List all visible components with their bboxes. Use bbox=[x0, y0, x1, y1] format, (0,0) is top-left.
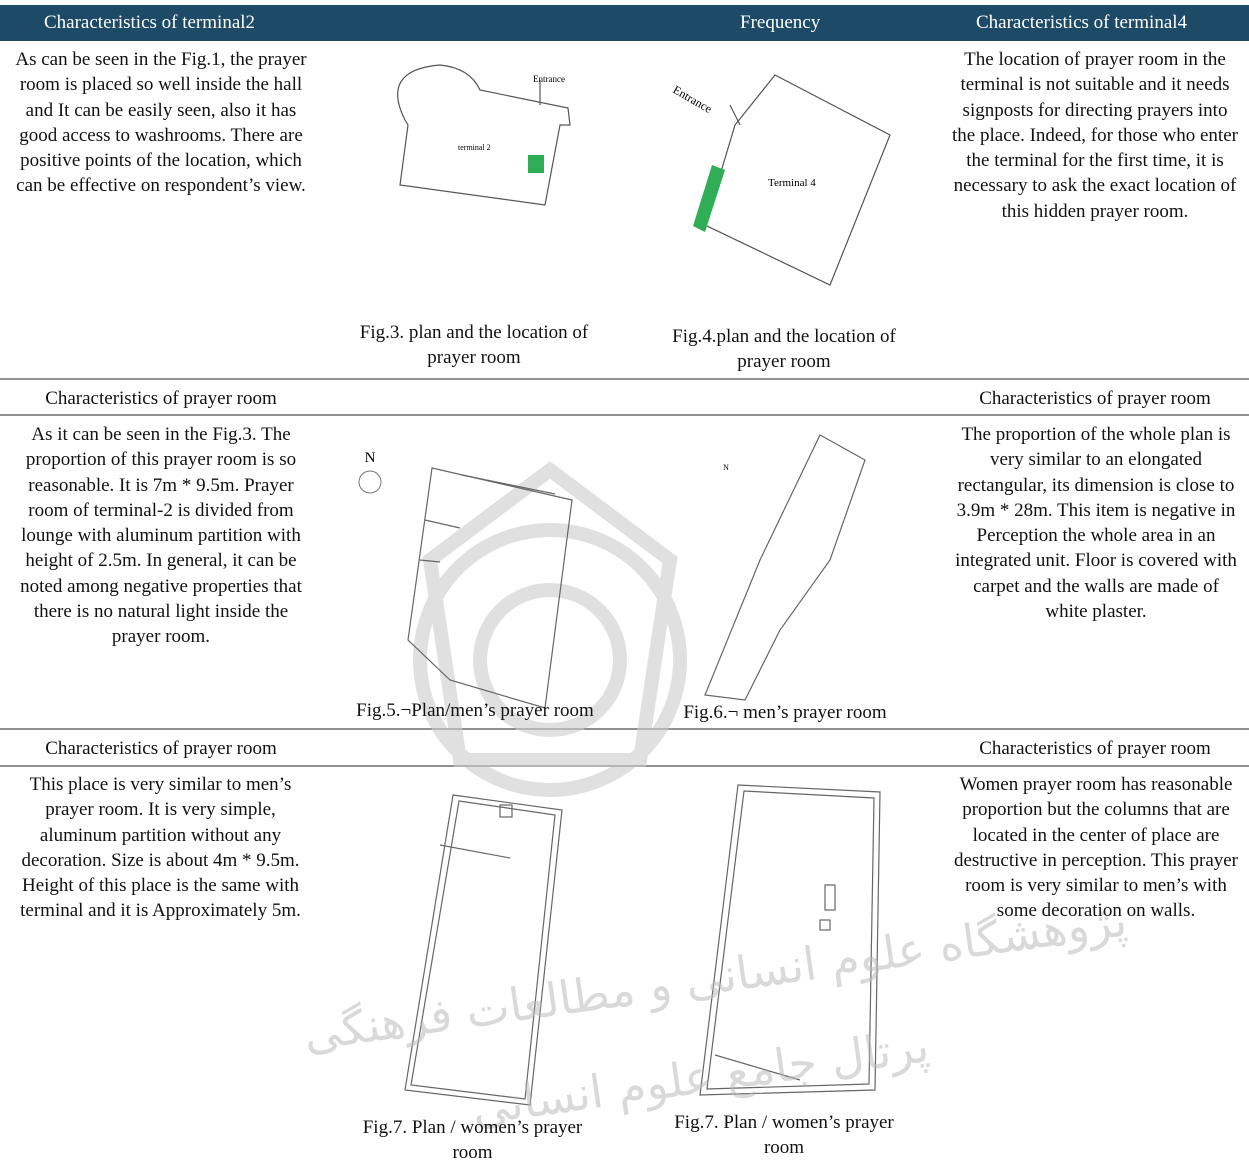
row-heading: Characteristics of prayer room bbox=[45, 388, 277, 409]
row-heading: Characteristics of prayer room bbox=[979, 738, 1211, 759]
header-cell: Frequency bbox=[740, 12, 821, 33]
header-cell: Characteristics of terminal2 bbox=[44, 12, 256, 33]
figure-caption: Fig.3. plan and the location of prayer r… bbox=[359, 322, 589, 368]
cell-text: The location of prayer room in the termi… bbox=[952, 49, 1238, 222]
cell-text: As it can be seen in the Fig.3. The prop… bbox=[20, 424, 302, 648]
figure-caption: Fig.5.¬Plan/men’s prayer room bbox=[356, 700, 594, 721]
north-label: N bbox=[365, 450, 376, 466]
compass bbox=[358, 470, 382, 494]
row-heading: Characteristics of prayer room bbox=[45, 738, 277, 759]
cell-text: The proportion of the whole plan is very… bbox=[955, 424, 1237, 623]
figure-caption: Fig.7. Plan / women’s prayer room bbox=[362, 1117, 583, 1163]
header-cell: Characteristics of terminal4 bbox=[976, 12, 1188, 33]
plan-label: Terminal 4 bbox=[768, 177, 816, 189]
north-label: N bbox=[723, 463, 729, 472]
row-heading: Characteristics of prayer room bbox=[979, 388, 1211, 409]
plan-label: Entrance bbox=[671, 82, 715, 115]
plan-label: terminal 2 bbox=[458, 143, 491, 152]
watermark-rosette bbox=[413, 461, 687, 797]
header-bar bbox=[0, 5, 1249, 41]
figure-caption: Fig.4.plan and the location of prayer ro… bbox=[672, 326, 896, 372]
fig5-plan bbox=[407, 467, 573, 709]
cell-text: Women prayer room has reasonable proport… bbox=[953, 774, 1239, 922]
fig7b-plan bbox=[699, 784, 881, 1096]
plan-label: Entrance bbox=[533, 74, 565, 84]
fig6-plan bbox=[704, 434, 866, 701]
fig3-room bbox=[528, 155, 544, 173]
cell-text: As can be seen in the Fig.1, the prayer … bbox=[15, 49, 307, 197]
figure-caption: Fig.7. Plan / women’s prayer room bbox=[674, 1112, 894, 1158]
fig4-room bbox=[693, 165, 725, 232]
cell-text: This place is very similar to men’s pray… bbox=[20, 774, 301, 922]
fig7a-plan bbox=[404, 794, 563, 1106]
fig3-plan bbox=[397, 64, 571, 206]
figure-caption: Fig.6.¬ men’s prayer room bbox=[683, 702, 887, 723]
